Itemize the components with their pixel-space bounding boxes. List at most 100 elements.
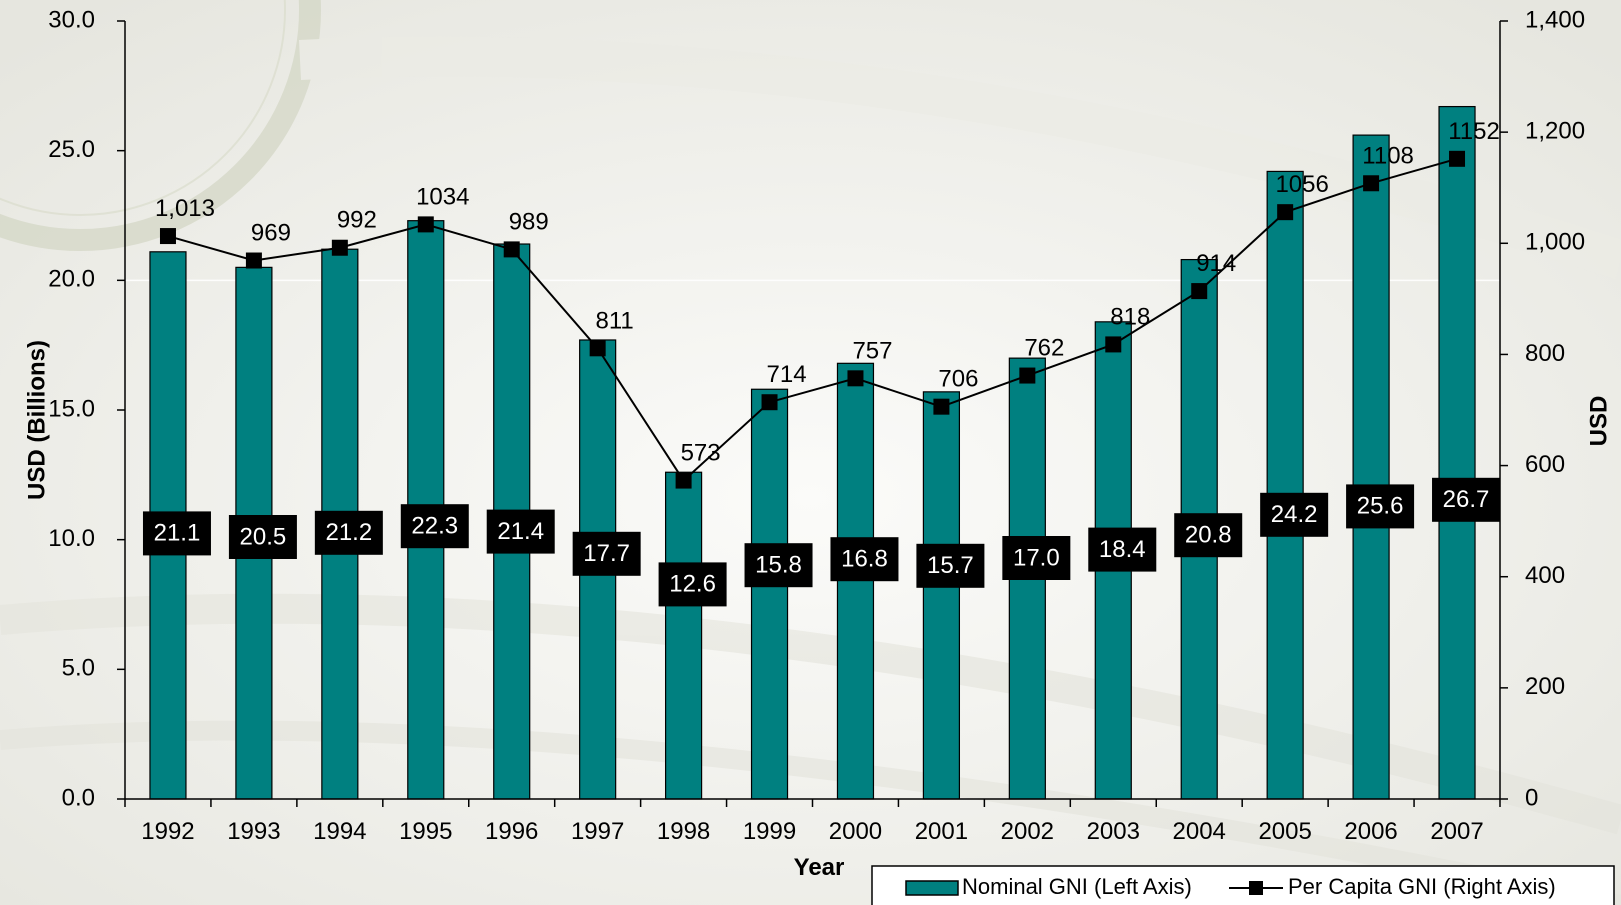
bar-2006	[1352, 134, 1390, 800]
bar-label-box-2005	[1260, 492, 1329, 537]
line-label-2002: 762	[1024, 335, 1064, 362]
y-tick-right-0: 0	[1525, 784, 1538, 811]
point-2004	[1191, 283, 1208, 300]
point-1999	[761, 394, 778, 411]
point-2006	[1363, 175, 1380, 192]
bar-label-box-2003	[1088, 527, 1157, 572]
bar-label-2005: 24.2	[1271, 501, 1318, 528]
bar-label-2004: 20.8	[1185, 522, 1232, 549]
bar-label-2002: 17.0	[1013, 544, 1060, 571]
bar-label-box-1993	[228, 515, 297, 559]
per-capita-gni-line	[167, 157, 1458, 483]
bar-1999	[750, 388, 789, 800]
line-label-1998: 573	[681, 440, 721, 467]
bar-label-1992: 21.1	[154, 520, 201, 547]
bar-label-box-2004	[1174, 513, 1243, 558]
y-tick-right-400: 400	[1525, 562, 1565, 589]
bar-label-box-2000	[830, 537, 899, 582]
x-axis-title: Year	[794, 854, 845, 881]
point-2007	[1449, 150, 1466, 167]
x-tick-2000: 2000	[829, 818, 882, 845]
legend-marker-per-capita-gni	[1249, 881, 1263, 895]
y-tick-right-800: 800	[1525, 340, 1565, 367]
legend-label-nominal-gni: Nominal GNI (Left Axis)	[962, 874, 1192, 899]
legend-swatch-nominal-gni	[905, 880, 959, 896]
bar-label-box-2006	[1346, 484, 1415, 529]
x-tick-2001: 2001	[915, 818, 968, 845]
bar-label-box-1995	[400, 504, 469, 549]
y-tick-right-1,000: 1,000	[1525, 229, 1585, 256]
bar-label-2007: 26.7	[1443, 486, 1490, 513]
bar-label-1995: 22.3	[411, 513, 458, 540]
legend-frame	[871, 865, 1615, 905]
bar-label-1994: 21.2	[325, 519, 372, 546]
line-label-1996: 989	[509, 208, 549, 235]
y-tick-left-5.0: 5.0	[62, 655, 95, 682]
x-tick-2002: 2002	[1001, 818, 1054, 845]
bar-label-2006: 25.6	[1357, 493, 1404, 520]
y-tick-left-25.0: 25.0	[48, 136, 95, 163]
bar-label-1996: 21.4	[497, 518, 544, 545]
bar-label-box-1996	[486, 509, 555, 554]
y-tick-right-200: 200	[1525, 673, 1565, 700]
bar-label-box-1992	[142, 511, 211, 556]
point-1994	[331, 239, 348, 256]
line-label-2005: 1056	[1275, 171, 1328, 198]
y-axis-right-title: USD	[1585, 396, 1612, 447]
point-2005	[1277, 204, 1294, 221]
bar-label-box-1997	[572, 531, 641, 576]
point-1995	[417, 216, 434, 233]
bar-label-2000: 16.8	[841, 546, 888, 573]
point-2001	[933, 398, 950, 415]
x-tick-2005: 2005	[1258, 818, 1311, 845]
line-label-2003: 818	[1110, 303, 1150, 330]
point-1993	[245, 252, 262, 269]
bar-label-box-1994	[314, 510, 383, 555]
bar-2007	[1438, 105, 1476, 800]
bar-label-1998: 12.6	[669, 571, 716, 598]
line-label-2006: 1108	[1362, 142, 1414, 169]
plot-area: 0.0 5.0 10.0 15.0 20.0 25.0 30.0 0 200 400 600 800 1…	[48, 6, 1585, 845]
x-tick-1996: 1996	[485, 818, 538, 845]
line-label-2007: 1152	[1448, 118, 1500, 145]
y-tick-right-1,400: 1,400	[1525, 6, 1585, 33]
x-tick-1999: 1999	[743, 818, 796, 845]
line-label-2001: 706	[938, 366, 978, 393]
y-tick-left-15.0: 15.0	[48, 395, 95, 422]
bar-1998	[664, 471, 703, 800]
y-axis-left-title: USD (Billions)	[23, 340, 50, 500]
x-tick-2007: 2007	[1430, 818, 1483, 845]
line-label-1999: 714	[767, 361, 807, 388]
x-tick-1992: 1992	[141, 818, 194, 845]
legend-label-per-capita-gni: Per Capita GNI (Right Axis)	[1288, 874, 1556, 899]
bar-label-box-1999	[744, 543, 813, 588]
line-label-1992: 1,013	[155, 195, 215, 222]
x-tick-1994: 1994	[313, 818, 366, 845]
point-2000	[847, 370, 864, 387]
y-tick-left-20.0: 20.0	[48, 266, 95, 293]
bar-label-box-2002	[1002, 536, 1071, 580]
bar-label-box-1998	[658, 562, 727, 607]
bar-label-1997: 17.7	[583, 540, 630, 567]
y-tick-right-600: 600	[1525, 451, 1565, 478]
point-1992	[159, 228, 176, 245]
bar-2005	[1266, 170, 1304, 800]
x-tick-1998: 1998	[657, 818, 710, 845]
y-tick-left-0.0: 0.0	[62, 784, 95, 811]
x-tick-2003: 2003	[1087, 818, 1140, 845]
bar-label-2001: 15.7	[927, 552, 974, 579]
y-tick-right-1,200: 1,200	[1525, 117, 1585, 144]
x-tick-1997: 1997	[571, 818, 624, 845]
point-1996	[503, 241, 520, 258]
bar-label-box-2001	[916, 543, 985, 588]
line-label-1997: 811	[596, 307, 634, 334]
line-label-1994: 992	[337, 207, 377, 234]
x-tick-2004: 2004	[1173, 818, 1226, 845]
bar-2001	[922, 391, 961, 800]
line-label-2004: 914	[1196, 250, 1236, 277]
point-1998	[675, 472, 692, 489]
line-label-1993: 969	[251, 220, 291, 247]
x-tick-1995: 1995	[399, 818, 452, 845]
